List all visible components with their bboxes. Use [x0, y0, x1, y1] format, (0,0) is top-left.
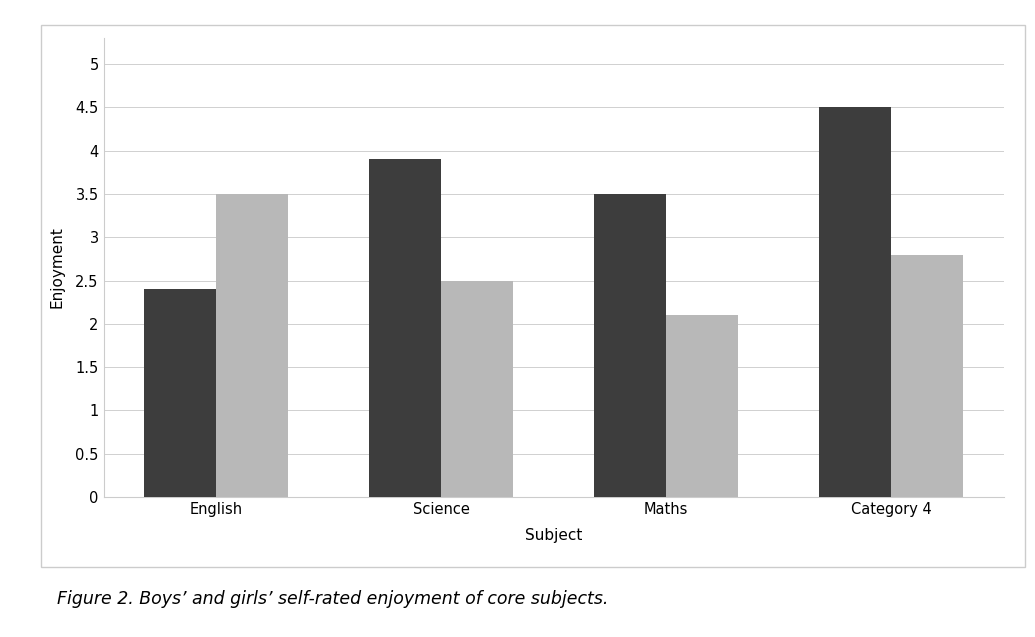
- Legend: Boys, Girls: Boys, Girls: [481, 633, 626, 637]
- Bar: [441, 280, 513, 497]
- Bar: [667, 315, 738, 497]
- Y-axis label: Enjoyment: Enjoyment: [49, 227, 64, 308]
- Bar: [594, 194, 667, 497]
- Bar: [891, 255, 963, 497]
- Text: Figure 2. Boys’ and girls’ self-rated enjoyment of core subjects.: Figure 2. Boys’ and girls’ self-rated en…: [57, 590, 609, 608]
- Bar: [369, 159, 441, 497]
- Bar: [819, 108, 891, 497]
- X-axis label: Subject: Subject: [525, 528, 583, 543]
- Bar: [216, 194, 289, 497]
- Bar: [145, 289, 216, 497]
